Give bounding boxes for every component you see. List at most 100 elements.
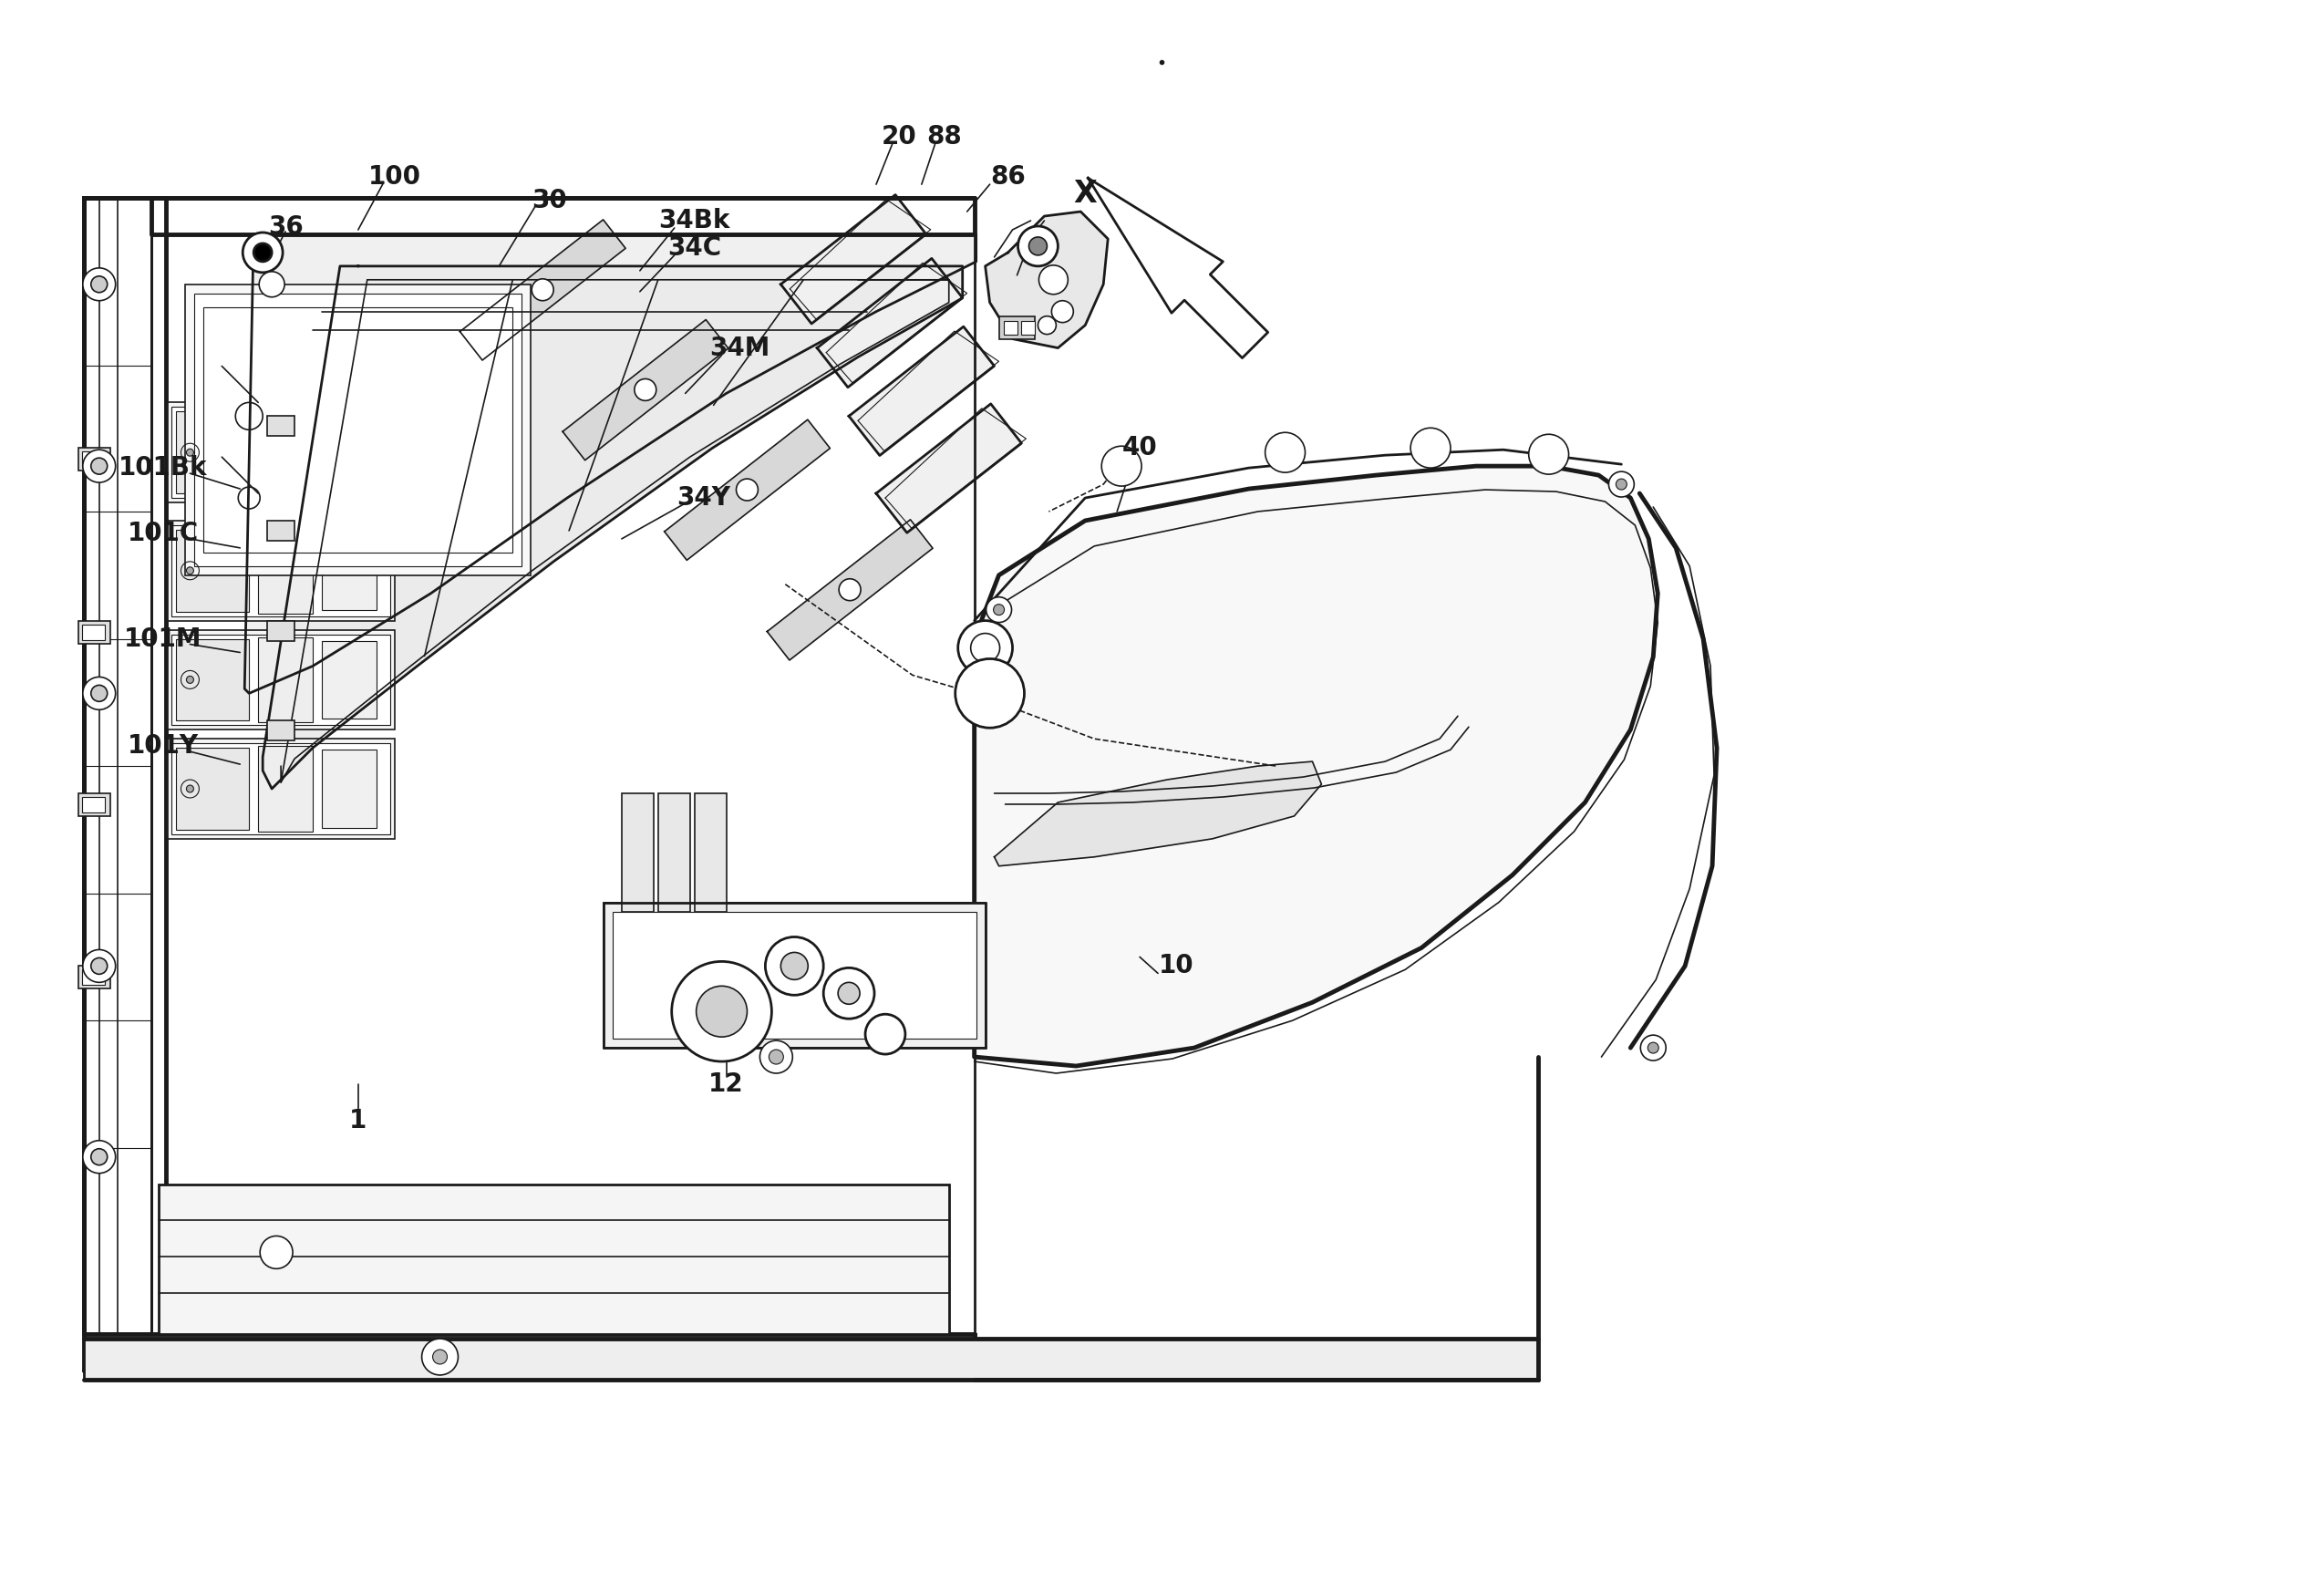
Bar — [84, 1334, 974, 1371]
Polygon shape — [244, 234, 976, 693]
Bar — [321, 413, 376, 492]
Text: 36: 36 — [267, 214, 302, 239]
Bar — [167, 521, 395, 621]
Text: 86: 86 — [990, 165, 1025, 190]
Bar — [79, 448, 109, 470]
Bar — [172, 526, 390, 616]
Bar — [167, 739, 395, 839]
Polygon shape — [665, 419, 830, 560]
Text: 20: 20 — [881, 125, 916, 150]
Text: 34C: 34C — [667, 236, 720, 261]
Bar — [172, 407, 390, 499]
Bar — [258, 636, 314, 722]
Bar — [1023, 321, 1034, 334]
Text: 1: 1 — [349, 1108, 367, 1133]
Circle shape — [865, 1015, 906, 1054]
Bar — [177, 412, 249, 494]
Polygon shape — [974, 465, 1657, 1065]
Bar — [321, 532, 376, 609]
Bar — [195, 293, 523, 567]
Bar — [81, 970, 105, 985]
Polygon shape — [876, 404, 1023, 533]
Polygon shape — [985, 212, 1109, 348]
Text: 88: 88 — [927, 125, 962, 150]
Circle shape — [260, 1236, 293, 1268]
Circle shape — [91, 1149, 107, 1165]
Circle shape — [258, 272, 284, 298]
Circle shape — [1615, 478, 1627, 489]
Circle shape — [84, 450, 116, 483]
Circle shape — [985, 597, 1011, 622]
Bar — [186, 285, 530, 575]
Circle shape — [91, 958, 107, 974]
Bar — [79, 966, 109, 989]
Bar — [623, 793, 653, 912]
Bar — [172, 744, 390, 834]
Circle shape — [737, 478, 758, 500]
Circle shape — [532, 279, 553, 301]
Text: 34M: 34M — [709, 336, 769, 361]
Bar — [267, 621, 295, 641]
Text: 101Bk: 101Bk — [119, 456, 207, 481]
Circle shape — [765, 937, 823, 996]
Text: 30: 30 — [532, 188, 567, 214]
Polygon shape — [562, 320, 727, 461]
Circle shape — [955, 659, 1025, 728]
Bar — [267, 720, 295, 741]
Circle shape — [242, 233, 284, 272]
Text: 101Y: 101Y — [128, 733, 198, 758]
Circle shape — [1050, 301, 1074, 323]
Circle shape — [1264, 432, 1306, 472]
Circle shape — [1648, 1042, 1659, 1053]
Bar — [177, 530, 249, 611]
Text: 101M: 101M — [123, 625, 202, 652]
Bar — [205, 307, 514, 552]
Bar — [158, 1184, 948, 1334]
Circle shape — [839, 579, 860, 600]
Bar — [172, 635, 390, 725]
Polygon shape — [460, 220, 625, 361]
Polygon shape — [818, 258, 962, 388]
Circle shape — [84, 268, 116, 301]
Bar — [267, 416, 295, 435]
Bar — [84, 1339, 1538, 1380]
Bar — [321, 750, 376, 828]
Bar — [79, 621, 109, 643]
Bar — [177, 747, 249, 829]
Bar — [604, 902, 985, 1048]
Circle shape — [1608, 472, 1634, 497]
Bar — [695, 793, 725, 912]
Bar — [167, 630, 395, 730]
Text: 34Y: 34Y — [676, 484, 730, 511]
Polygon shape — [848, 326, 995, 456]
Polygon shape — [767, 519, 932, 660]
Circle shape — [432, 1350, 446, 1365]
Bar — [258, 527, 314, 613]
Bar — [267, 521, 295, 541]
Text: 40: 40 — [1122, 435, 1157, 461]
Bar — [658, 793, 690, 912]
Text: 34Bk: 34Bk — [658, 207, 730, 233]
Bar — [258, 410, 314, 495]
Bar — [1004, 321, 1018, 334]
Circle shape — [823, 967, 874, 1019]
Circle shape — [760, 1040, 792, 1073]
Circle shape — [421, 1339, 458, 1376]
Bar — [79, 793, 109, 817]
Circle shape — [84, 1140, 116, 1173]
Circle shape — [1018, 226, 1057, 266]
Polygon shape — [995, 761, 1322, 866]
Circle shape — [186, 676, 193, 684]
Polygon shape — [781, 195, 925, 323]
Circle shape — [1641, 1035, 1666, 1061]
Bar — [999, 317, 1034, 339]
Circle shape — [84, 678, 116, 709]
Circle shape — [1102, 446, 1141, 486]
Circle shape — [697, 986, 746, 1037]
Circle shape — [91, 457, 107, 475]
Circle shape — [1529, 434, 1569, 475]
Circle shape — [186, 785, 193, 793]
Circle shape — [84, 950, 116, 983]
Circle shape — [781, 953, 809, 980]
Circle shape — [971, 633, 999, 662]
